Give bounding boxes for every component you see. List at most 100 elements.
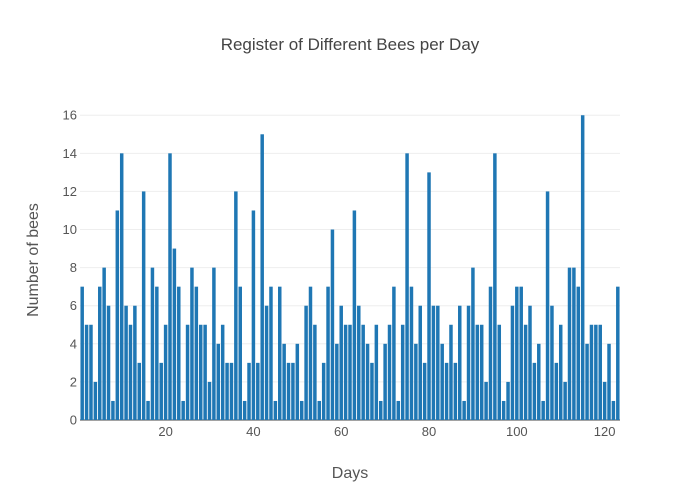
bar (387, 324, 392, 420)
bar (431, 305, 436, 420)
bar (172, 248, 177, 420)
y-tick-label: 14 (63, 146, 77, 161)
bar (572, 267, 576, 420)
bar (163, 324, 168, 420)
bar (427, 172, 431, 420)
bar (343, 324, 348, 420)
bar (383, 343, 387, 420)
bar (378, 400, 383, 420)
x-tick-label: 20 (158, 424, 172, 439)
bar (269, 286, 273, 420)
x-tick-label: 120 (594, 424, 616, 439)
bar (238, 286, 242, 420)
bar (141, 191, 146, 420)
bars (80, 115, 620, 421)
x-tick-label: 100 (506, 424, 528, 439)
bar (545, 191, 550, 420)
bar (493, 153, 497, 421)
bar (326, 286, 330, 420)
bar (374, 324, 379, 420)
bar (278, 286, 282, 420)
bar (242, 400, 247, 420)
bar (177, 286, 181, 420)
bar (523, 324, 528, 420)
bar (528, 305, 532, 420)
bar (458, 305, 462, 420)
bar (321, 362, 326, 420)
bar (475, 324, 480, 420)
bar (576, 286, 581, 420)
bar (594, 324, 598, 420)
bar (370, 362, 374, 420)
bar (515, 286, 519, 420)
bar (115, 210, 120, 420)
bar (462, 400, 466, 420)
bar (124, 305, 128, 420)
bar (220, 324, 225, 420)
bar (89, 324, 93, 420)
bar (602, 381, 607, 420)
bar (203, 324, 207, 420)
bar (146, 400, 150, 420)
y-tick-label: 2 (70, 374, 77, 389)
bar (422, 362, 427, 420)
bar (479, 324, 484, 420)
x-tick-label: 40 (246, 424, 260, 439)
bar (313, 324, 317, 420)
bar (155, 286, 159, 420)
bar (357, 305, 361, 420)
bar (282, 343, 286, 420)
bar (181, 400, 185, 420)
bar (159, 362, 163, 420)
bar (225, 362, 229, 420)
bar (471, 267, 475, 420)
bar (291, 362, 295, 420)
bar (330, 229, 335, 420)
bar (532, 362, 537, 420)
bar (247, 362, 251, 420)
y-axis-ticks: 0 2 4 6 8 10 12 14 16 (63, 108, 77, 428)
bar (418, 305, 422, 420)
bar (449, 324, 453, 420)
bar (466, 305, 471, 420)
bar (93, 381, 98, 420)
bar (286, 362, 291, 420)
bar (519, 286, 523, 420)
bar (98, 286, 102, 420)
bar (563, 381, 567, 420)
bar (585, 343, 589, 420)
bar (168, 153, 172, 421)
bar (251, 210, 256, 420)
bar (264, 305, 269, 420)
bar (400, 324, 405, 420)
y-tick-label: 10 (63, 222, 77, 237)
x-tick-label: 60 (334, 424, 348, 439)
bar (137, 362, 142, 420)
chart-title: Register of Different Bees per Day (221, 35, 480, 54)
bar (444, 362, 449, 420)
bar (212, 267, 216, 420)
bar (299, 400, 304, 420)
bar (295, 343, 300, 420)
bar (128, 324, 133, 420)
bar (234, 191, 238, 420)
x-axis-ticks: 20 40 60 80 100 120 (158, 424, 615, 439)
bar (111, 400, 115, 420)
bar (150, 267, 155, 420)
bar (133, 305, 137, 420)
bar (506, 381, 510, 420)
bar (339, 305, 343, 420)
bar (550, 305, 554, 420)
bar (436, 305, 440, 420)
bar (440, 343, 444, 420)
bar (537, 343, 541, 420)
bar (260, 134, 264, 421)
bar (392, 286, 396, 420)
bar (317, 400, 322, 420)
y-tick-label: 12 (63, 184, 77, 199)
bar (611, 400, 616, 420)
y-axis-title: Number of bees (25, 203, 42, 317)
bar (365, 343, 370, 420)
bar (273, 400, 278, 420)
bar (207, 381, 212, 420)
